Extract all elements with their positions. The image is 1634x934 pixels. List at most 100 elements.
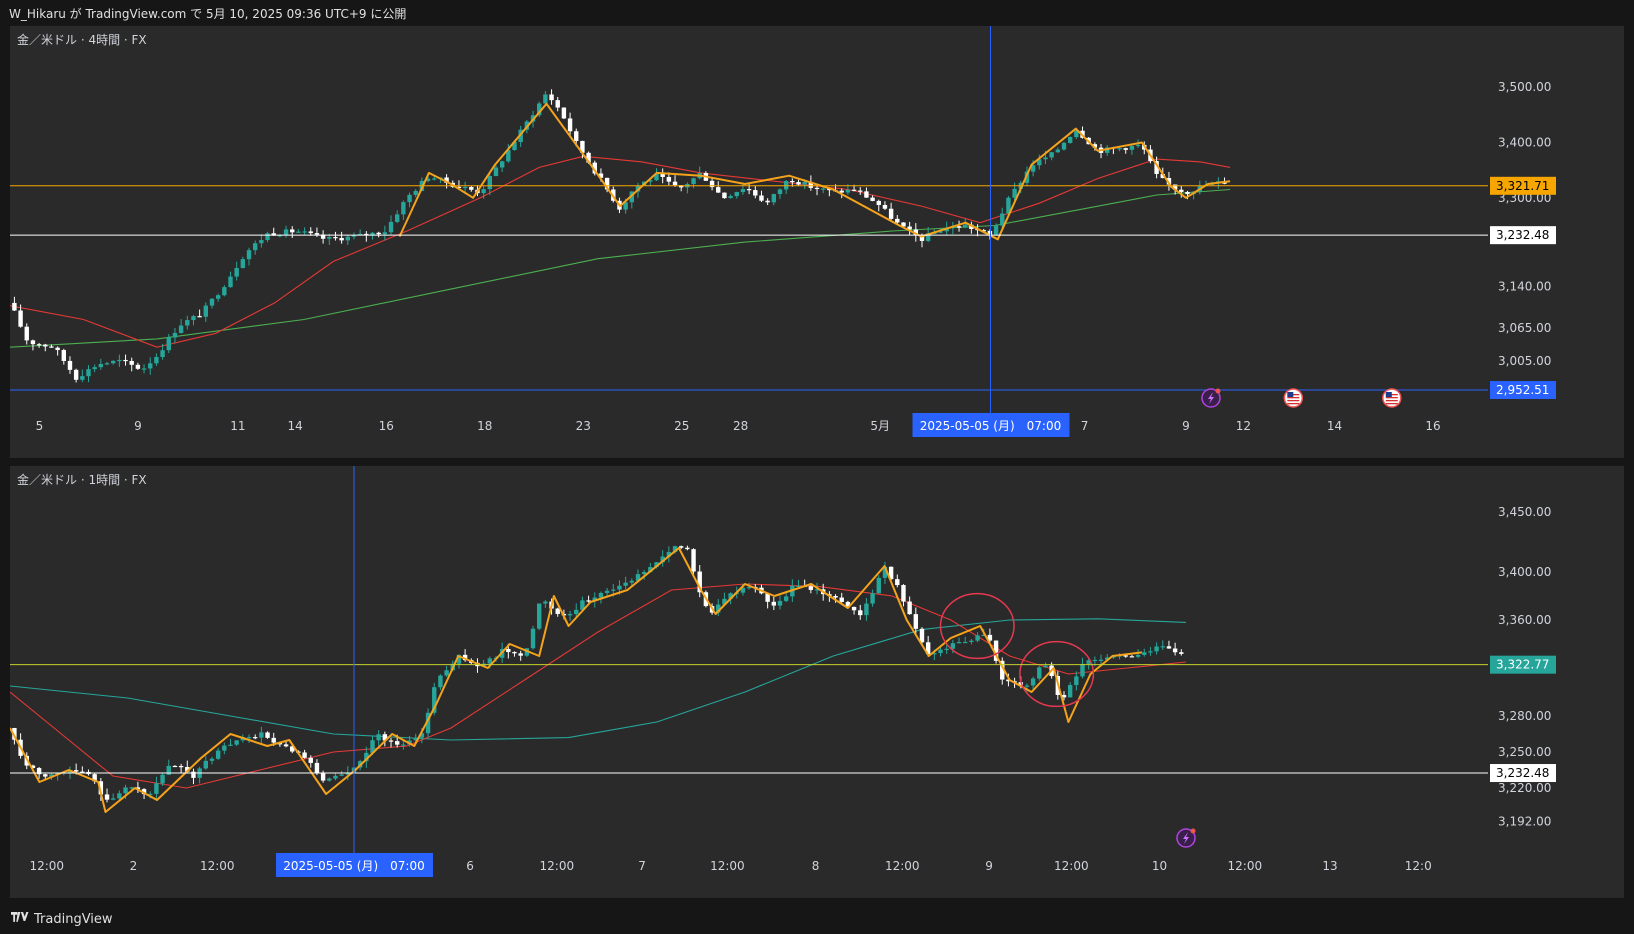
candle-body bbox=[1148, 651, 1153, 653]
footer-brand[interactable]: TradingView bbox=[34, 912, 113, 927]
candle-body bbox=[567, 614, 573, 616]
candle bbox=[49, 344, 54, 348]
us-flag-event-icon[interactable] bbox=[1283, 388, 1304, 408]
candle-body bbox=[604, 590, 610, 593]
candle-body bbox=[432, 178, 437, 180]
candle-body bbox=[185, 766, 190, 772]
candle bbox=[1006, 195, 1011, 216]
candle-body bbox=[1074, 130, 1079, 138]
candle-body bbox=[493, 167, 499, 177]
candle bbox=[1098, 654, 1104, 666]
candle-body bbox=[845, 601, 851, 607]
candle bbox=[543, 91, 548, 104]
candle bbox=[296, 229, 301, 233]
candle bbox=[481, 185, 486, 199]
x-tick-label: 5 bbox=[36, 419, 44, 433]
flag-stripe bbox=[1287, 397, 1300, 399]
candle bbox=[1179, 649, 1184, 656]
candle bbox=[215, 747, 221, 760]
candle-body bbox=[1105, 147, 1110, 153]
candle bbox=[1166, 171, 1172, 191]
candle bbox=[388, 215, 394, 235]
candle-body bbox=[1135, 654, 1141, 657]
chart-panel-1h[interactable]: 金／米ドル · 1時間 · FX 3,450.00 3,400.00 3,360.00… bbox=[10, 466, 1624, 898]
x-tick-label: 10 bbox=[1152, 859, 1167, 873]
candle-body bbox=[80, 376, 85, 380]
candle-body bbox=[888, 208, 894, 219]
candle-body bbox=[141, 789, 147, 795]
candle bbox=[80, 766, 85, 773]
candle-body bbox=[43, 774, 48, 777]
candle-body bbox=[246, 737, 252, 739]
candle bbox=[154, 776, 159, 799]
candle bbox=[197, 309, 202, 318]
candle-body bbox=[543, 94, 548, 104]
candle-body bbox=[598, 592, 604, 598]
x-tick-label: 12 bbox=[1236, 419, 1251, 433]
candle bbox=[771, 596, 777, 611]
flash-event-icon[interactable] bbox=[1201, 388, 1221, 408]
candle-body bbox=[1166, 178, 1172, 185]
candle-body bbox=[36, 344, 42, 346]
candle bbox=[382, 731, 388, 747]
y-tick-label: 3,450.00 bbox=[1498, 505, 1551, 519]
candle-body bbox=[388, 740, 394, 742]
candle bbox=[129, 357, 134, 372]
candle bbox=[1123, 147, 1128, 154]
candle-body bbox=[1142, 652, 1147, 655]
candle-body bbox=[487, 176, 493, 190]
circle-annotation[interactable] bbox=[1019, 640, 1095, 708]
candle-body bbox=[444, 177, 449, 183]
candle bbox=[234, 740, 239, 747]
candle bbox=[1142, 648, 1147, 657]
candle-body bbox=[864, 603, 869, 616]
candle bbox=[876, 575, 881, 594]
candle bbox=[104, 361, 110, 366]
candle bbox=[469, 185, 474, 192]
chart-panel-4h[interactable]: 金／米ドル · 4時間 · FX 3,500.00 3,400.00 3,300.00… bbox=[10, 26, 1624, 458]
candle bbox=[561, 107, 567, 120]
circle-annotation[interactable] bbox=[939, 592, 1015, 660]
candle bbox=[228, 271, 233, 288]
candle-body bbox=[24, 326, 29, 341]
candle-body bbox=[629, 191, 635, 203]
event-dot bbox=[1215, 388, 1221, 394]
candle-body bbox=[425, 178, 431, 181]
candle-body bbox=[333, 237, 338, 239]
candle-body bbox=[215, 295, 221, 299]
candle-body bbox=[691, 178, 696, 185]
candle-body bbox=[104, 794, 110, 800]
candle-body bbox=[1006, 197, 1011, 214]
candle-body bbox=[722, 598, 727, 605]
tradingview-logo-icon[interactable] bbox=[11, 912, 29, 928]
candle bbox=[259, 726, 264, 744]
candle bbox=[290, 226, 295, 239]
candle-body bbox=[425, 712, 431, 734]
candle-body bbox=[728, 593, 733, 599]
candle-body bbox=[907, 601, 912, 615]
flag-stripe bbox=[1385, 403, 1398, 405]
candle-body bbox=[1172, 184, 1178, 190]
candle-body bbox=[963, 641, 968, 644]
candle-body bbox=[919, 235, 925, 241]
chart-1h-svg[interactable]: 金／米ドル · 1時間 · FX 3,450.00 3,400.00 3,360.00… bbox=[10, 466, 1624, 898]
candle bbox=[259, 234, 264, 248]
flash-event-icon[interactable] bbox=[1176, 828, 1196, 848]
candle-body bbox=[1154, 646, 1159, 652]
candle-body bbox=[1179, 652, 1184, 654]
candle-body bbox=[685, 547, 690, 550]
x-tick-label: 8 bbox=[812, 859, 820, 873]
flag-stripe bbox=[1385, 397, 1398, 399]
candle-body bbox=[117, 359, 122, 362]
candle bbox=[271, 227, 276, 236]
x-tick-label: 18 bbox=[477, 419, 492, 433]
candle-body bbox=[888, 566, 894, 580]
candle-body bbox=[314, 762, 320, 774]
candle-body bbox=[864, 191, 869, 198]
candle-body bbox=[197, 316, 202, 318]
candle-body bbox=[12, 728, 17, 740]
us-flag-event-icon[interactable] bbox=[1382, 388, 1402, 408]
price-tag-label: 3,321.71 bbox=[1496, 179, 1549, 193]
chart-4h-svg[interactable]: 金／米ドル · 4時間 · FX3,500.003,400.003,300.00… bbox=[10, 26, 1624, 458]
candle-body bbox=[944, 228, 949, 232]
